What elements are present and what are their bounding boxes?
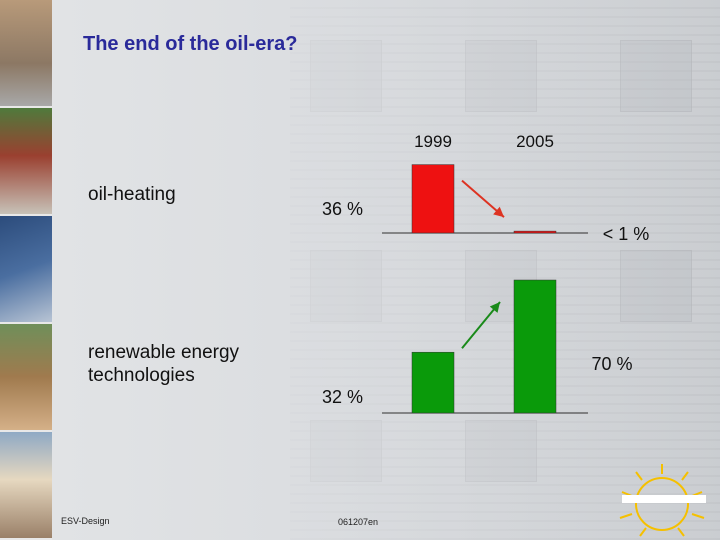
background-fade: [52, 0, 720, 540]
sun-logo-icon: [619, 464, 706, 537]
bar-oil-2005: [513, 230, 557, 234]
photo-houses: [0, 324, 52, 432]
bar-renewable-1999: [411, 351, 455, 414]
footer-design-credit: ESV-Design: [61, 516, 110, 526]
category-label-2005: 2005: [516, 132, 554, 151]
category-label-1999: 1999: [414, 132, 452, 151]
page-title: The end of the oil-era?: [83, 33, 298, 55]
bar-renewable-2005: [513, 279, 557, 414]
row-label-renewable: renewable energy technologies: [88, 342, 240, 386]
photo-building-facade: [0, 0, 52, 108]
photo-solar-panels: [0, 216, 52, 324]
data-label-oil-1999: 36 %: [322, 199, 363, 219]
data-label-oil-2005: < 1 %: [603, 224, 650, 244]
row-label-oil-heating: oil-heating: [88, 184, 176, 205]
trend-arrowhead-renewable: [489, 302, 500, 313]
data-label-renewable-1999: 32 %: [322, 387, 363, 407]
bar-oil-1999: [411, 164, 455, 234]
trend-arrowhead-oil: [493, 206, 504, 218]
photo-town: [0, 432, 52, 540]
footer-slide-code: 061207en: [338, 517, 379, 527]
photo-strip: [0, 0, 52, 540]
data-label-renewable-2005: 70 %: [591, 354, 632, 374]
photo-rooftops: [0, 108, 52, 216]
